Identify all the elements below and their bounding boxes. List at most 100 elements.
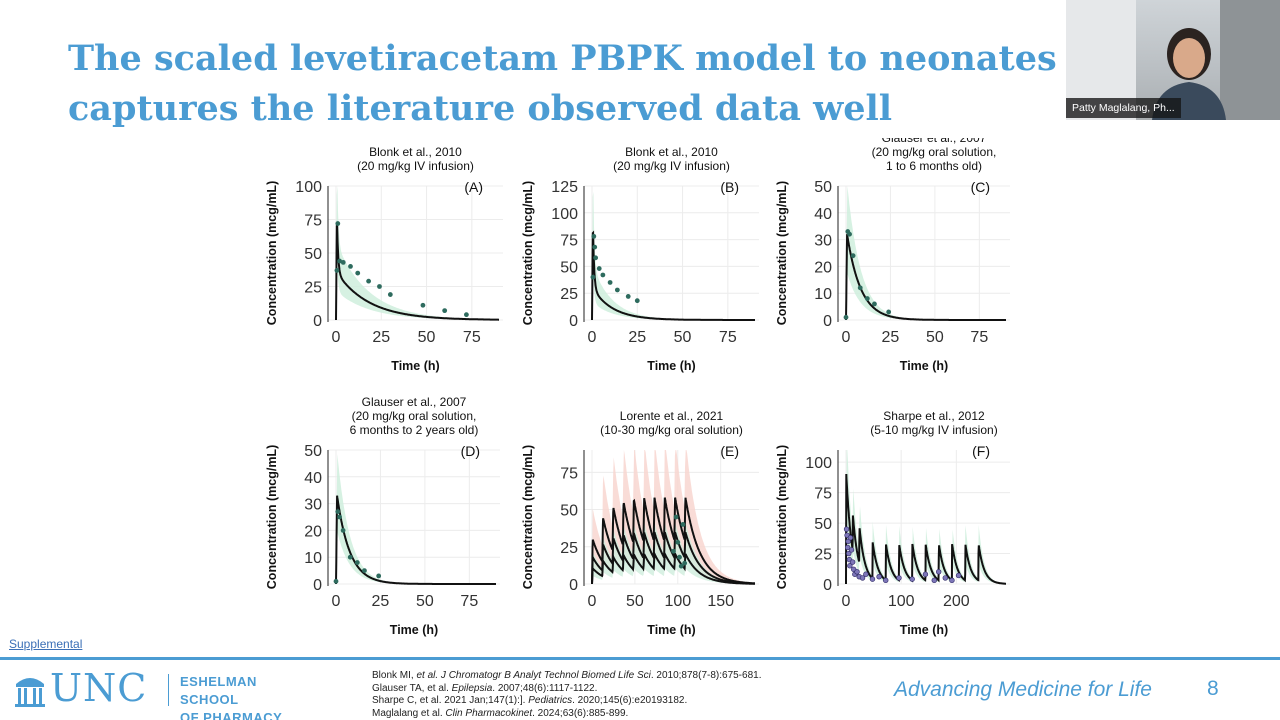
panel-title-line: (20 mg/kg IV infusion): [613, 159, 730, 173]
panel-letter: (F): [972, 443, 990, 459]
school-name: ESHELMAN SCHOOL OF PHARMACY: [180, 673, 312, 720]
observed-point: [420, 302, 426, 308]
pbpk-figure: 0 25 50 75 100 0 25 50 75 Time (h) Concentration (…: [240, 131, 1040, 648]
y-axis-title: Concentration (mcg/mL): [265, 181, 279, 325]
y-tick-label: 125: [551, 179, 578, 196]
x-tick-label: 25: [628, 329, 646, 346]
observed-point: [634, 298, 640, 304]
y-tick-label: 0: [569, 577, 578, 594]
observed-point: [671, 548, 676, 554]
slide-title-line2: captures the literature observed data we…: [68, 88, 893, 129]
observed-point: [843, 314, 849, 320]
y-tick-label: 50: [560, 503, 578, 520]
x-tick-label: 75: [970, 329, 988, 346]
x-tick-label: 200: [943, 593, 970, 610]
observed-point: [593, 255, 599, 261]
observed-point: [340, 259, 346, 265]
observed-point: [854, 569, 860, 575]
y-tick-label: 0: [313, 577, 322, 594]
panel-title-line: Blonk et al., 2010: [369, 145, 462, 159]
panel-title-line: (10-30 mg/kg oral solution): [600, 423, 743, 437]
y-tick-label: 50: [304, 443, 322, 460]
y-tick-label: 20: [304, 523, 322, 540]
x-tick-label: 0: [842, 329, 851, 346]
x-tick-label: 0: [332, 593, 341, 610]
unc-wordmark: UNC: [50, 666, 148, 710]
panel-title-line: Glauser et al., 2007: [882, 138, 987, 145]
observed-point: [931, 577, 937, 584]
y-tick-label: 50: [814, 179, 832, 196]
footer-divider: [0, 657, 1280, 660]
observed-point: [942, 575, 949, 581]
panel-title-line: (20 mg/kg oral solution,: [872, 145, 997, 159]
y-tick-label: 30: [304, 497, 322, 514]
y-tick-label: 40: [814, 206, 832, 223]
unc-logo: UNC ESHELMAN SCHOOL OF PHARMACY: [12, 666, 312, 720]
observed-point: [849, 559, 856, 565]
x-tick-label: 50: [926, 329, 944, 346]
x-tick-label: 150: [707, 593, 734, 610]
observed-point: [377, 284, 382, 289]
observed-point: [348, 264, 353, 269]
observed-point: [673, 514, 679, 520]
panel-title-line: Glauser et al., 2007: [362, 395, 467, 409]
y-tick-label: 10: [814, 286, 832, 303]
slide-title: The scaled levetiracetam PBPK model to n…: [68, 34, 1068, 134]
model-line: [335, 223, 499, 321]
observed-point: [337, 258, 343, 264]
observed-point: [844, 544, 851, 551]
observed-point: [335, 509, 341, 515]
y-tick-label: 0: [569, 313, 578, 330]
observed-point: [955, 572, 962, 579]
y-tick-label: 20: [814, 259, 832, 276]
y-tick-label: 25: [560, 540, 578, 557]
y-tick-label: 10: [304, 550, 322, 567]
panel-title-line: (5-10 mg/kg IV infusion): [870, 423, 997, 437]
y-tick-label: 0: [823, 577, 832, 594]
observed-point: [387, 292, 393, 297]
observed-point: [366, 278, 371, 284]
y-tick-label: 100: [551, 206, 578, 223]
observed-point: [337, 514, 342, 520]
y-tick-label: 25: [814, 547, 832, 564]
panel-title-line: Lorente et al., 2021: [620, 409, 724, 423]
y-tick-label: 100: [805, 455, 832, 472]
y-axis-title: Concentration (mcg/mL): [775, 181, 789, 325]
y-tick-label: 0: [823, 313, 832, 330]
participant-video-tile[interactable]: Patty Maglalang, Ph...: [1066, 0, 1280, 120]
y-axis-title: Concentration (mcg/mL): [775, 445, 789, 589]
x-tick-label: 75: [719, 329, 737, 346]
observed-point: [922, 571, 929, 577]
observed-point: [591, 233, 597, 239]
observed-point: [886, 309, 892, 315]
observed-point: [340, 528, 346, 533]
x-tick-label: 25: [372, 593, 390, 610]
y-tick-label: 40: [304, 470, 322, 487]
x-tick-label: 100: [664, 593, 691, 610]
observed-point: [682, 560, 688, 566]
panel-title-line: 1 to 6 months old): [886, 159, 982, 173]
observed-point: [442, 308, 448, 314]
references: Blonk MI, et al. J Chromatogr B Analyt T…: [372, 670, 761, 720]
observed-point: [607, 280, 613, 285]
y-axis-title: Concentration (mcg/mL): [521, 181, 535, 325]
panel-letter: (A): [464, 179, 483, 195]
supplemental-link[interactable]: Supplemental: [9, 637, 83, 651]
model-line-high-dose: [591, 497, 755, 585]
y-tick-label: 75: [304, 213, 322, 230]
observed-point: [614, 287, 620, 293]
panel-letter: (B): [720, 179, 739, 195]
model-line: [845, 473, 1006, 585]
observed-point: [590, 274, 596, 280]
chart-panel-b: 0 25 50 75 100 125 0 25 50 75 Time (h) Concentratio…: [521, 145, 759, 373]
observed-point: [857, 285, 863, 291]
x-tick-label: 0: [588, 329, 597, 346]
chart-panel-c: 0 10 20 30 40 50 0 25 50 75 Time (h) Concentration …: [775, 131, 1010, 373]
x-tick-label: 100: [888, 593, 915, 610]
y-tick-label: 75: [560, 233, 578, 250]
x-tick-label: 75: [463, 329, 481, 346]
old-well-icon: [15, 678, 45, 707]
observed-point: [847, 231, 852, 237]
school-name-line1: ESHELMAN SCHOOL: [180, 674, 257, 707]
y-tick-label: 30: [814, 233, 832, 250]
